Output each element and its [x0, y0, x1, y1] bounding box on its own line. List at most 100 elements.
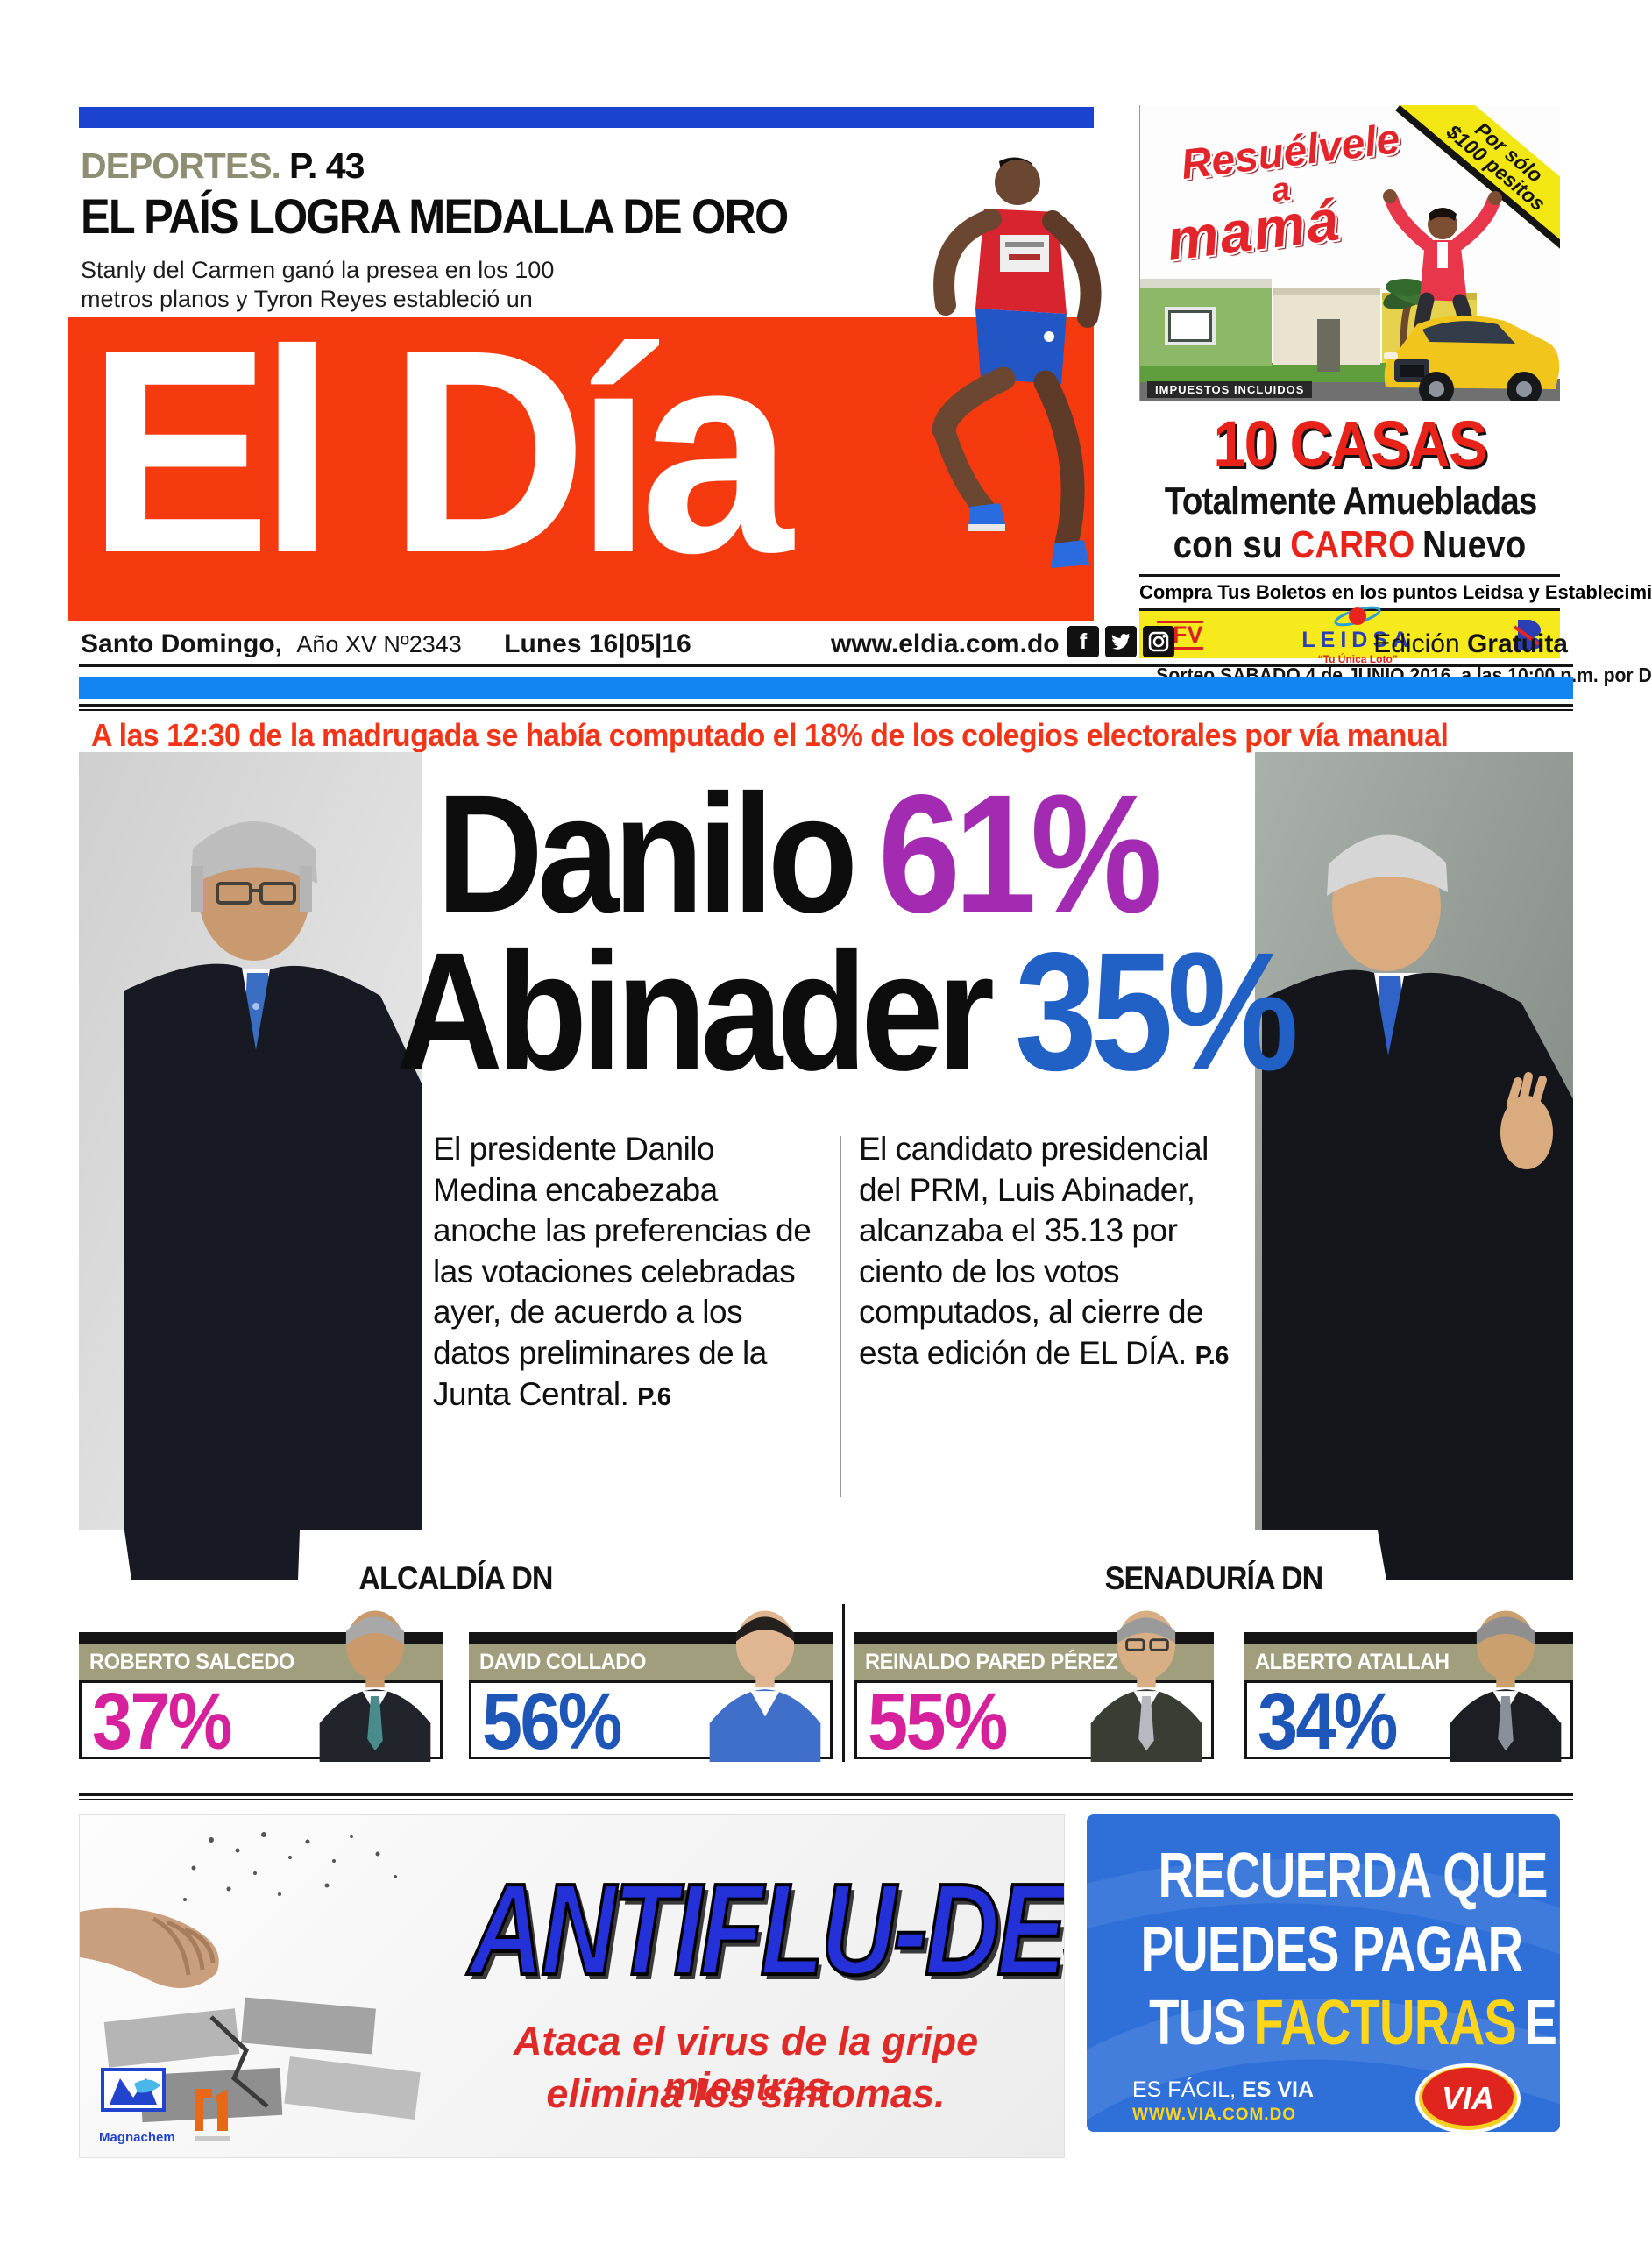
sponsor-logo: [1513, 620, 1541, 650]
lead-name-abinader: Abinader: [396, 917, 995, 1105]
svg-text:VIA: VIA: [1442, 2080, 1494, 2116]
via-line-2: PUEDES PAGAR: [1140, 1914, 1523, 1985]
house-window: [1165, 307, 1216, 345]
ad-boletos-line: Compra Tus Boletos en los puntos Leidsa …: [1139, 574, 1652, 611]
candidate-box-alberto-atallah: ALBERTO ATALLAH 34%: [1244, 1595, 1573, 1766]
alberto-atallah-headshot: [1450, 1610, 1562, 1762]
sprinter-photo: [932, 157, 1102, 568]
via-line-3: TUSFACTURASEN: [1149, 1988, 1560, 2058]
alcaldia-header: ALCALDÍA DN: [358, 1560, 553, 1596]
left-column-text: El presidente Danilo Medina encabezaba a…: [433, 1131, 812, 1412]
lead-name-danilo: Danilo: [436, 759, 858, 948]
top-blue-bar: [79, 107, 1094, 128]
via-payments-ad: RECUERDA QUE HOY PUEDES PAGAR TUSFACTURA…: [1087, 1814, 1560, 2132]
bottom-rule-top: [79, 1793, 1573, 1796]
facebook-icon: f: [1067, 626, 1099, 657]
results-section-divider: [842, 1604, 845, 1762]
newspaper-logo: El Día: [88, 289, 793, 613]
via-logo: VIA: [1415, 2063, 1521, 2132]
edition-type: Gratuita: [1466, 629, 1568, 658]
edition-label: Edición Gratuita: [1373, 629, 1568, 659]
kicker-section-label: DEPORTES.: [81, 146, 281, 186]
lead-pct-abinader: 35%: [1014, 917, 1299, 1105]
leidsa-logo: LEIDSA “Tu Única Loto”: [1301, 605, 1414, 665]
candidate-pct: 34%: [1258, 1677, 1398, 1766]
luis-abinader-photo: [1255, 752, 1573, 1580]
dateline-date: Lunes 16|05|16: [504, 629, 691, 658]
orange-logo: [194, 2089, 230, 2141]
column-divider: [840, 1136, 841, 1497]
election-alert-strip: A las 12:30 de la madrugada se había com…: [91, 717, 1449, 753]
sports-headline: EL PAÍS LOGRA MEDALLA DE ORO: [81, 188, 789, 244]
candidate-box-roberto-salcedo: ROBERTO SALCEDO 37%: [79, 1595, 443, 1766]
left-column-page-ref: P.6: [637, 1382, 671, 1411]
right-column-text: El candidato presidencial del PRM, Luis …: [859, 1131, 1209, 1372]
candidate-pct: 56%: [482, 1677, 622, 1766]
antiflu-tagline-2: elimina los síntomas.: [546, 2071, 946, 2116]
dateline-row: Santo Domingo, Año XV Nº2343 Lunes 16|05…: [79, 624, 1573, 664]
danilo-medina-photo: [79, 752, 422, 1580]
roberto-salcedo-headshot: [319, 1610, 431, 1762]
house-door: [1317, 319, 1340, 372]
ad-10-casas-headline: 10 CASAS: [1213, 408, 1487, 480]
david-collado-headshot: [709, 1610, 821, 1762]
cream-house: [1273, 288, 1380, 372]
ad-carro-line: con su CARRO Nuevo: [1165, 523, 1535, 567]
leidsa-tagline: “Tu Única Loto”: [1317, 652, 1398, 665]
candidate-box-reinaldo-pared: REINALDO PARED PÉREZ 55%: [854, 1595, 1214, 1766]
edition-word: Edición: [1373, 629, 1460, 658]
via-ad-swoosh: [1087, 1859, 1560, 2120]
via-url: WWW.VIA.COM.DO: [1132, 2106, 1297, 2124]
antiflu-tagline-1: Ataca el virus de la gripe mientras: [513, 2019, 979, 2109]
candidate-name: ALBERTO ATALLAH: [1255, 1650, 1450, 1674]
social-icons: f: [1067, 626, 1174, 657]
website-url: www.eldia.com.do: [831, 629, 1060, 658]
lead-pct-danilo: 61%: [877, 759, 1162, 948]
ad-script-line1: Resuélvele: [1178, 115, 1403, 189]
dateline-rule: [79, 664, 1573, 667]
candidate-pct-box: 37%: [79, 1677, 443, 1766]
candidate-name: REINALDO PARED PÉREZ: [865, 1650, 1118, 1674]
leidsa-logo-strip: SFV LEIDSA “Tu Única Loto”: [1139, 606, 1560, 665]
hand-bricks-image: [80, 1832, 421, 2123]
housing-raffle-ad: Resuélvele a mamá Por sólo $100 pesitos: [1139, 105, 1652, 686]
ad-amuebladas-line: Totalmente Amuebladas: [1164, 479, 1538, 522]
candidate-name: DAVID COLLADO: [479, 1650, 646, 1674]
double-rule-bottom: [79, 709, 1573, 711]
kicker-page-ref: P. 43: [288, 146, 365, 186]
masthead-background: [68, 317, 1094, 621]
double-rule-top: [79, 704, 1573, 707]
antiflu-brand-logos: Magnachem: [99, 2068, 235, 2145]
ad-script-line3: mamá: [1163, 187, 1344, 273]
carro-accent: CARRO: [1290, 523, 1415, 566]
candidate-pct: 37%: [92, 1677, 232, 1766]
lead-body-left-column: El presidente Danilo Medina encabezaba a…: [433, 1129, 820, 1415]
instagram-icon: [1143, 626, 1174, 657]
dateline-city: Santo Domingo,: [81, 629, 282, 658]
lead-headline-danilo: Danilo 61%: [436, 770, 1162, 938]
section-blue-bar: [79, 677, 1573, 699]
yellow-car: [1384, 315, 1560, 401]
green-house: [1140, 279, 1272, 366]
candidate-pct: 55%: [868, 1677, 1008, 1766]
dateline-left: Santo Domingo, Año XV Nº2343 Lunes 16|05…: [81, 629, 691, 659]
dateline-edition-info: Año XV Nº2343: [296, 631, 462, 657]
twitter-icon: [1105, 626, 1137, 657]
antiflu-des-ad: ANTIFLU-DES Ataca el virus de la gripe m…: [79, 1814, 1065, 2158]
leidsa-wordmark: LEIDSA: [1301, 627, 1414, 652]
antiflu-title: ANTIFLU-DES: [467, 1856, 1065, 2004]
lead-headline-abinader: Abinader 35%: [396, 927, 1299, 1096]
reinaldo-pared-headshot: [1090, 1610, 1202, 1762]
candidate-box-david-collado: DAVID COLLADO 56%: [469, 1595, 833, 1766]
carro-pre: con su: [1173, 523, 1283, 566]
carro-post: Nuevo: [1422, 523, 1527, 566]
leidsa-planet-icon: [1334, 606, 1381, 626]
senaduria-header: SENADURÍA DN: [1104, 1560, 1324, 1596]
via-line-1: RECUERDA QUE HOY: [1158, 1841, 1560, 1911]
via-tagline: ES FÁCIL, ES VIA: [1132, 2077, 1315, 2102]
candidate-name: ROBERTO SALCEDO: [89, 1650, 294, 1674]
bottom-rule-bottom: [79, 1799, 1573, 1800]
sports-kicker: DEPORTES. P. 43: [81, 146, 365, 187]
impuestos-label: IMPUESTOS INCLUIDOS: [1147, 381, 1313, 398]
